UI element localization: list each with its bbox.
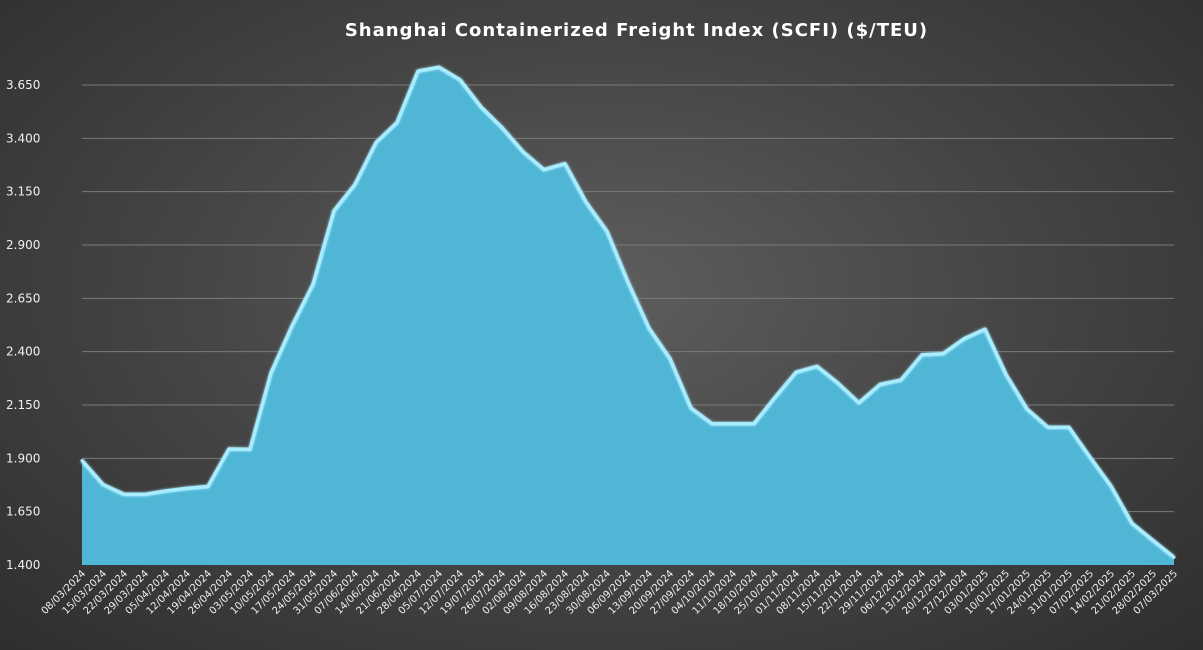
data-point (1151, 538, 1155, 542)
data-point (878, 383, 882, 387)
data-point (815, 364, 819, 368)
y-tick-label: 3.650 (6, 78, 40, 92)
data-point (605, 229, 609, 233)
data-point (290, 324, 294, 328)
data-point (227, 447, 231, 451)
data-point (1130, 521, 1134, 525)
y-tick-label: 2.900 (6, 238, 40, 252)
data-point (962, 337, 966, 341)
data-point (416, 69, 420, 73)
data-point (500, 126, 504, 130)
data-point (710, 422, 714, 426)
data-point (521, 150, 525, 154)
data-point (1004, 372, 1008, 376)
data-point (731, 422, 735, 426)
y-tick-label: 1.400 (6, 558, 40, 572)
data-point (941, 352, 945, 356)
data-point (122, 492, 126, 496)
data-point (647, 326, 651, 330)
data-point (668, 357, 672, 361)
data-point (248, 447, 252, 451)
data-point (164, 489, 168, 493)
data-point (584, 200, 588, 204)
data-point (374, 141, 378, 145)
data-point (143, 492, 147, 496)
data-point (185, 486, 189, 490)
data-point (1046, 425, 1050, 429)
data-point (689, 406, 693, 410)
data-point (1067, 425, 1071, 429)
data-point (80, 458, 84, 462)
data-point (626, 280, 630, 284)
data-point (1109, 484, 1113, 488)
y-tick-label: 1.650 (6, 505, 40, 519)
area-series (80, 65, 1176, 565)
y-tick-label: 3.150 (6, 185, 40, 199)
data-point (332, 209, 336, 213)
data-point (101, 483, 105, 487)
data-point (269, 371, 273, 375)
y-tick-label: 1.900 (6, 451, 40, 465)
y-tick-label: 2.400 (6, 345, 40, 359)
area-fill (82, 67, 1174, 565)
data-point (542, 168, 546, 172)
data-point (353, 182, 357, 186)
data-point (437, 65, 441, 69)
data-point (563, 162, 567, 166)
y-axis-ticks: 1.400 1.650 1.900 2.150 2.400 2.650 2.900 3.150… (6, 78, 40, 572)
data-point (1172, 555, 1176, 559)
data-point (1025, 407, 1029, 411)
data-point (836, 381, 840, 385)
data-point (899, 378, 903, 382)
data-point (206, 484, 210, 488)
data-point (395, 121, 399, 125)
data-point (479, 105, 483, 109)
data-point (857, 401, 861, 405)
data-point (458, 78, 462, 82)
data-point (920, 353, 924, 357)
chart-title: Shanghai Containerized Freight Index (SC… (344, 20, 929, 41)
data-point (752, 422, 756, 426)
data-point (983, 327, 987, 331)
data-point (1088, 455, 1092, 459)
data-point (773, 396, 777, 400)
y-tick-label: 2.150 (6, 398, 40, 412)
x-axis-ticks: 08/03/202415/03/202422/03/202429/03/2024… (40, 568, 1181, 617)
y-tick-label: 3.400 (6, 131, 40, 145)
data-point (311, 282, 315, 286)
y-tick-label: 2.650 (6, 291, 40, 305)
data-point (794, 370, 798, 374)
